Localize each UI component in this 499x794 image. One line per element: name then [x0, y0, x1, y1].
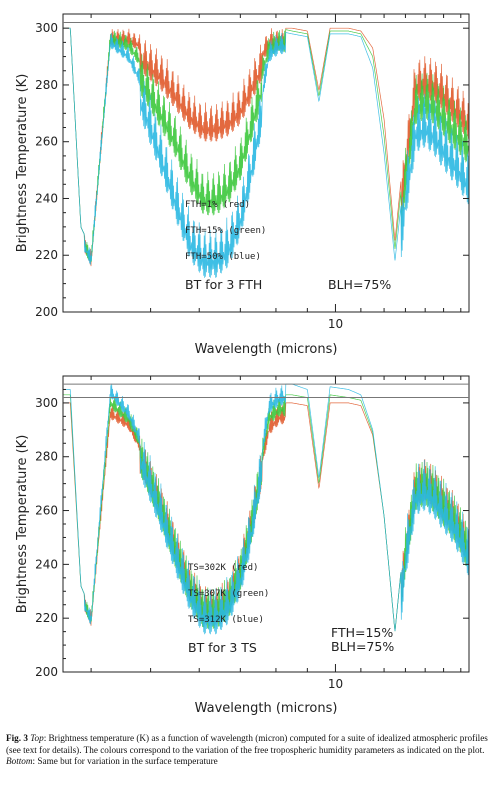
top-x-tick-label: 10: [328, 317, 343, 331]
bottom-y-tick-label: 280: [35, 450, 58, 464]
bottom-y-tick-label: 260: [35, 504, 58, 518]
top-legend-2: FTH=15% (green): [185, 226, 266, 236]
bottom-x-axis-label: Wavelength (microns): [195, 701, 338, 716]
bottom-y-tick-label: 200: [35, 665, 58, 679]
caption-top-word: Top: [30, 733, 44, 743]
bottom-legend-2: TS=307K (green): [188, 589, 269, 599]
top-plot-series: [63, 27, 470, 278]
caption-text-2: : Same but for variation in the surface …: [32, 756, 218, 766]
bottom-note-left: BT for 3 TS: [188, 640, 257, 655]
bottom-y-tick-label: 240: [35, 557, 58, 571]
top-note-left: BT for 3 FTH: [185, 277, 262, 292]
top-y-tick-label: 220: [35, 248, 58, 262]
top-y-tick-label: 280: [35, 78, 58, 92]
bottom-chart: 200 220 240 260 280 300 10 Brightness Temperat…: [15, 375, 470, 716]
top-legend-3: FTH=50% (blue): [185, 252, 261, 262]
top-series-line-3: [63, 27, 470, 278]
bottom-y-tick-label: 300: [35, 396, 58, 410]
top-y-axis-label: Brightness Temperature (K): [15, 74, 30, 253]
caption-text-1: : Brightness temperature (K) as a functi…: [6, 733, 488, 755]
bottom-x-tick-label: 10: [328, 677, 343, 691]
top-y-tick-label: 300: [35, 21, 58, 35]
top-legend-1: FTH=1% (red): [185, 200, 250, 210]
top-series-line-2: [63, 27, 470, 262]
top-y-tick-label: 200: [35, 305, 58, 319]
figure-caption: Fig. 3 Top: Brightness temperature (K) a…: [6, 733, 494, 768]
caption-label: Fig. 3: [6, 733, 28, 743]
bottom-note-right-2: BLH=75%: [331, 639, 394, 654]
top-note-right: BLH=75%: [328, 277, 391, 292]
bottom-legend-3: TS=312K (blue): [188, 615, 264, 625]
top-y-tick-label: 240: [35, 191, 58, 205]
top-plot-frame: [62, 13, 470, 313]
bottom-y-axis-label: Brightness Temperature (K): [15, 435, 30, 614]
top-chart: 200 220 240 260 280 300 10 Brightness Temperat…: [15, 13, 470, 357]
top-x-axis-label: Wavelength (microns): [195, 342, 338, 357]
top-y-tick-label: 260: [35, 135, 58, 149]
bottom-legend-1: TS=302K (red): [188, 563, 258, 573]
bottom-y-tick-label: 220: [35, 611, 58, 625]
caption-bottom-word: Bottom: [6, 756, 33, 766]
bottom-note-right-1: FTH=15%: [331, 625, 393, 640]
